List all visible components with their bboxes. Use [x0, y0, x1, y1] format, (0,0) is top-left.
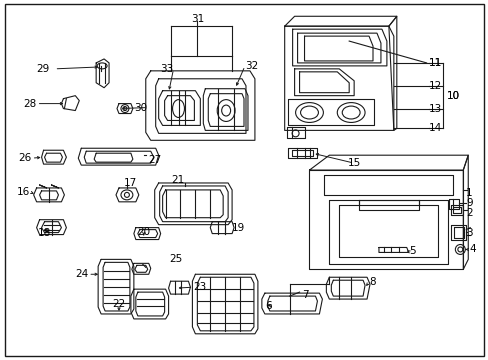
Text: 13: 13 — [427, 104, 441, 113]
Text: 14: 14 — [427, 123, 441, 134]
Text: 3: 3 — [465, 228, 471, 238]
Text: 23: 23 — [193, 282, 206, 292]
Text: 2: 2 — [465, 208, 471, 218]
Text: 8: 8 — [368, 277, 375, 287]
Text: 21: 21 — [170, 175, 184, 185]
Text: 32: 32 — [244, 61, 258, 71]
Text: 26: 26 — [19, 153, 32, 163]
Text: 18: 18 — [38, 228, 51, 238]
Text: 6: 6 — [264, 301, 271, 311]
Text: 10: 10 — [446, 91, 459, 101]
Text: 15: 15 — [347, 158, 360, 168]
Text: 24: 24 — [75, 269, 88, 279]
Text: 11: 11 — [427, 58, 441, 68]
Text: 11: 11 — [427, 58, 441, 68]
Text: 7: 7 — [302, 290, 308, 300]
Text: 4: 4 — [468, 244, 475, 255]
Text: 16: 16 — [17, 187, 30, 197]
Text: 29: 29 — [36, 64, 49, 74]
Text: 1: 1 — [465, 188, 471, 198]
Text: 25: 25 — [168, 255, 182, 264]
Text: 10: 10 — [446, 91, 459, 101]
Text: 31: 31 — [190, 14, 203, 24]
Text: 19: 19 — [232, 222, 245, 233]
Text: 17: 17 — [124, 178, 137, 188]
Text: 33: 33 — [160, 64, 173, 74]
Text: 9: 9 — [465, 198, 471, 208]
Text: 20: 20 — [137, 226, 150, 237]
Text: 22: 22 — [112, 299, 125, 309]
Text: 12: 12 — [427, 81, 441, 91]
Text: 27: 27 — [148, 155, 162, 165]
Text: 5: 5 — [408, 247, 414, 256]
Text: 30: 30 — [134, 103, 147, 113]
Text: 28: 28 — [23, 99, 37, 109]
